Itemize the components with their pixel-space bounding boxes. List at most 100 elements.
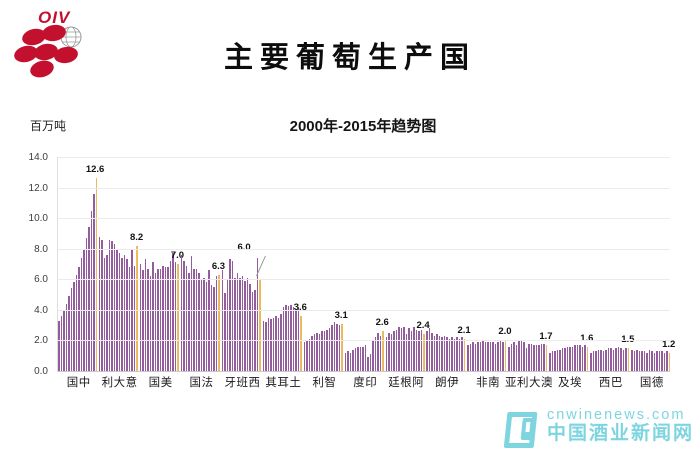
bar: [265, 322, 267, 371]
bar: [164, 267, 167, 371]
country-bar-group: 3.1 智利: [303, 157, 348, 389]
bar: [579, 345, 581, 371]
bar: [448, 338, 451, 371]
bar: [349, 352, 352, 371]
country-bar-group: 2.0 南非: [467, 157, 512, 389]
bar: [128, 267, 131, 371]
bar: [198, 273, 200, 371]
bar: [484, 341, 487, 371]
bar: [461, 337, 463, 371]
bar: [408, 328, 410, 371]
bar: [347, 351, 349, 371]
bar-groups: 12.6 中国 8.2 意大利 7.0 美国 6.3 法国 6.0 西班牙 3.6 土耳其 3.1 智利 2…: [58, 157, 675, 389]
bar: [469, 343, 472, 371]
bar: [285, 305, 287, 371]
bar: [443, 335, 446, 371]
bar: [559, 349, 561, 371]
bar: [638, 351, 641, 371]
country-label: 澳大利亚: [503, 376, 552, 389]
bar: [656, 351, 658, 371]
bar: [643, 351, 646, 371]
country-label: 意大利: [100, 376, 137, 389]
bar: [561, 348, 564, 371]
bar: [58, 320, 60, 371]
bar: [566, 346, 569, 371]
bar: [78, 267, 80, 371]
country-label: 伊朗: [433, 376, 458, 389]
bar: [453, 338, 456, 371]
bar: [98, 236, 101, 371]
bar: [641, 351, 643, 371]
bar: [174, 262, 177, 371]
country-bar-group: 1.6 埃及: [549, 157, 593, 389]
bar: [554, 351, 556, 371]
bar: [377, 332, 379, 371]
y-tick-label: 6.0: [34, 274, 48, 286]
bar: [646, 352, 648, 371]
bar: [574, 345, 576, 371]
country-label: 印度: [352, 376, 377, 389]
country-label: 法国: [188, 376, 213, 389]
bar: [620, 348, 622, 371]
bar: [262, 320, 265, 371]
y-tick-label: 10.0: [28, 213, 48, 225]
cnwinenews-logo-icon: [503, 408, 543, 448]
bar: [595, 351, 597, 371]
highlight-bar: [300, 315, 302, 371]
country-label: 土耳其: [264, 376, 301, 389]
bar: [280, 314, 282, 371]
value-label: 3.6: [293, 301, 307, 313]
highlight-bar: [586, 346, 589, 371]
bar: [318, 334, 321, 371]
bar: [113, 244, 116, 371]
bar: [472, 341, 474, 371]
bar: [133, 265, 136, 371]
bar: [103, 257, 106, 371]
oiv-logo: OIV: [10, 8, 88, 86]
bar: [584, 345, 586, 371]
bar: [188, 273, 190, 371]
bar: [607, 348, 610, 371]
bar: [379, 335, 382, 371]
highlight-bar: [545, 345, 548, 371]
bar: [458, 338, 461, 371]
bar: [451, 337, 453, 371]
bar: [328, 328, 331, 371]
bar: [338, 325, 341, 371]
bar: [190, 256, 193, 371]
bar: [321, 331, 323, 371]
plot-area: 12.6 中国 8.2 意大利 7.0 美国 6.3 法国 6.0 西班牙 3.6 土耳其 3.1 智利 2…: [57, 157, 675, 389]
bar: [267, 317, 270, 371]
bar: [68, 296, 70, 371]
bar: [180, 254, 183, 371]
bar: [205, 282, 208, 371]
bar: [157, 268, 159, 371]
bar: [236, 273, 239, 371]
bar: [487, 341, 489, 371]
country-label: 埃及: [556, 376, 581, 389]
bar: [290, 305, 292, 371]
gridline: [58, 248, 670, 250]
bar: [147, 268, 149, 371]
y-tick-label: 2.0: [34, 335, 48, 347]
y-tick-label: 8.0: [34, 243, 48, 255]
bar: [571, 346, 574, 371]
country-label: 美国: [147, 376, 172, 389]
bar: [651, 351, 653, 371]
bar: [275, 315, 277, 371]
bar: [374, 337, 377, 371]
bar: [144, 259, 147, 371]
country-bar-group: 2.1 伊朗: [426, 157, 471, 389]
bar: [323, 331, 326, 371]
bar: [80, 257, 82, 371]
bar: [428, 328, 431, 371]
bar: [610, 348, 612, 371]
page-title: 主要葡萄生产国: [223, 42, 476, 74]
highlight-bar: [177, 264, 179, 371]
bar: [395, 329, 397, 371]
bar: [436, 334, 438, 371]
bar: [254, 290, 256, 371]
highlight-bar: [95, 178, 97, 371]
bar: [60, 315, 62, 371]
bar: [213, 286, 215, 371]
